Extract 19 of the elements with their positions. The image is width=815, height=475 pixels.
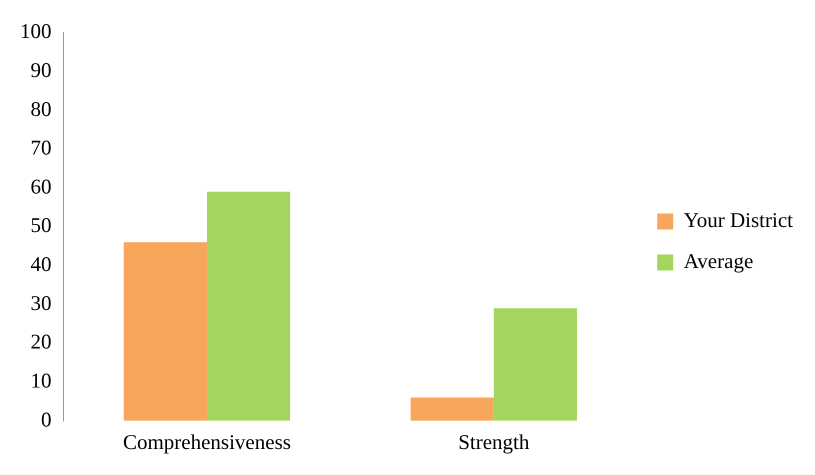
y-tick-label: 30 bbox=[30, 290, 52, 315]
y-tick-label: 70 bbox=[30, 136, 52, 160]
bar bbox=[124, 242, 207, 421]
y-tick-label: 10 bbox=[30, 368, 52, 392]
y-tick-label: 100 bbox=[20, 19, 52, 44]
bar bbox=[206, 192, 290, 421]
y-tick-label: 60 bbox=[30, 174, 52, 198]
y-tick-label: 50 bbox=[30, 213, 52, 238]
legend-label: Average bbox=[684, 249, 754, 274]
legend-label: Your District bbox=[684, 208, 794, 232]
bar bbox=[410, 398, 494, 421]
x-tick-label: Strength bbox=[458, 430, 530, 454]
y-tick-label: 0 bbox=[41, 407, 52, 432]
y-tick-label: 90 bbox=[30, 58, 52, 82]
bar bbox=[494, 308, 577, 421]
y-tick-label: 40 bbox=[30, 252, 52, 276]
y-tick-label: 20 bbox=[30, 330, 52, 354]
x-tick-label: Comprehensiveness bbox=[122, 430, 291, 454]
y-tick-label: 80 bbox=[30, 96, 52, 121]
